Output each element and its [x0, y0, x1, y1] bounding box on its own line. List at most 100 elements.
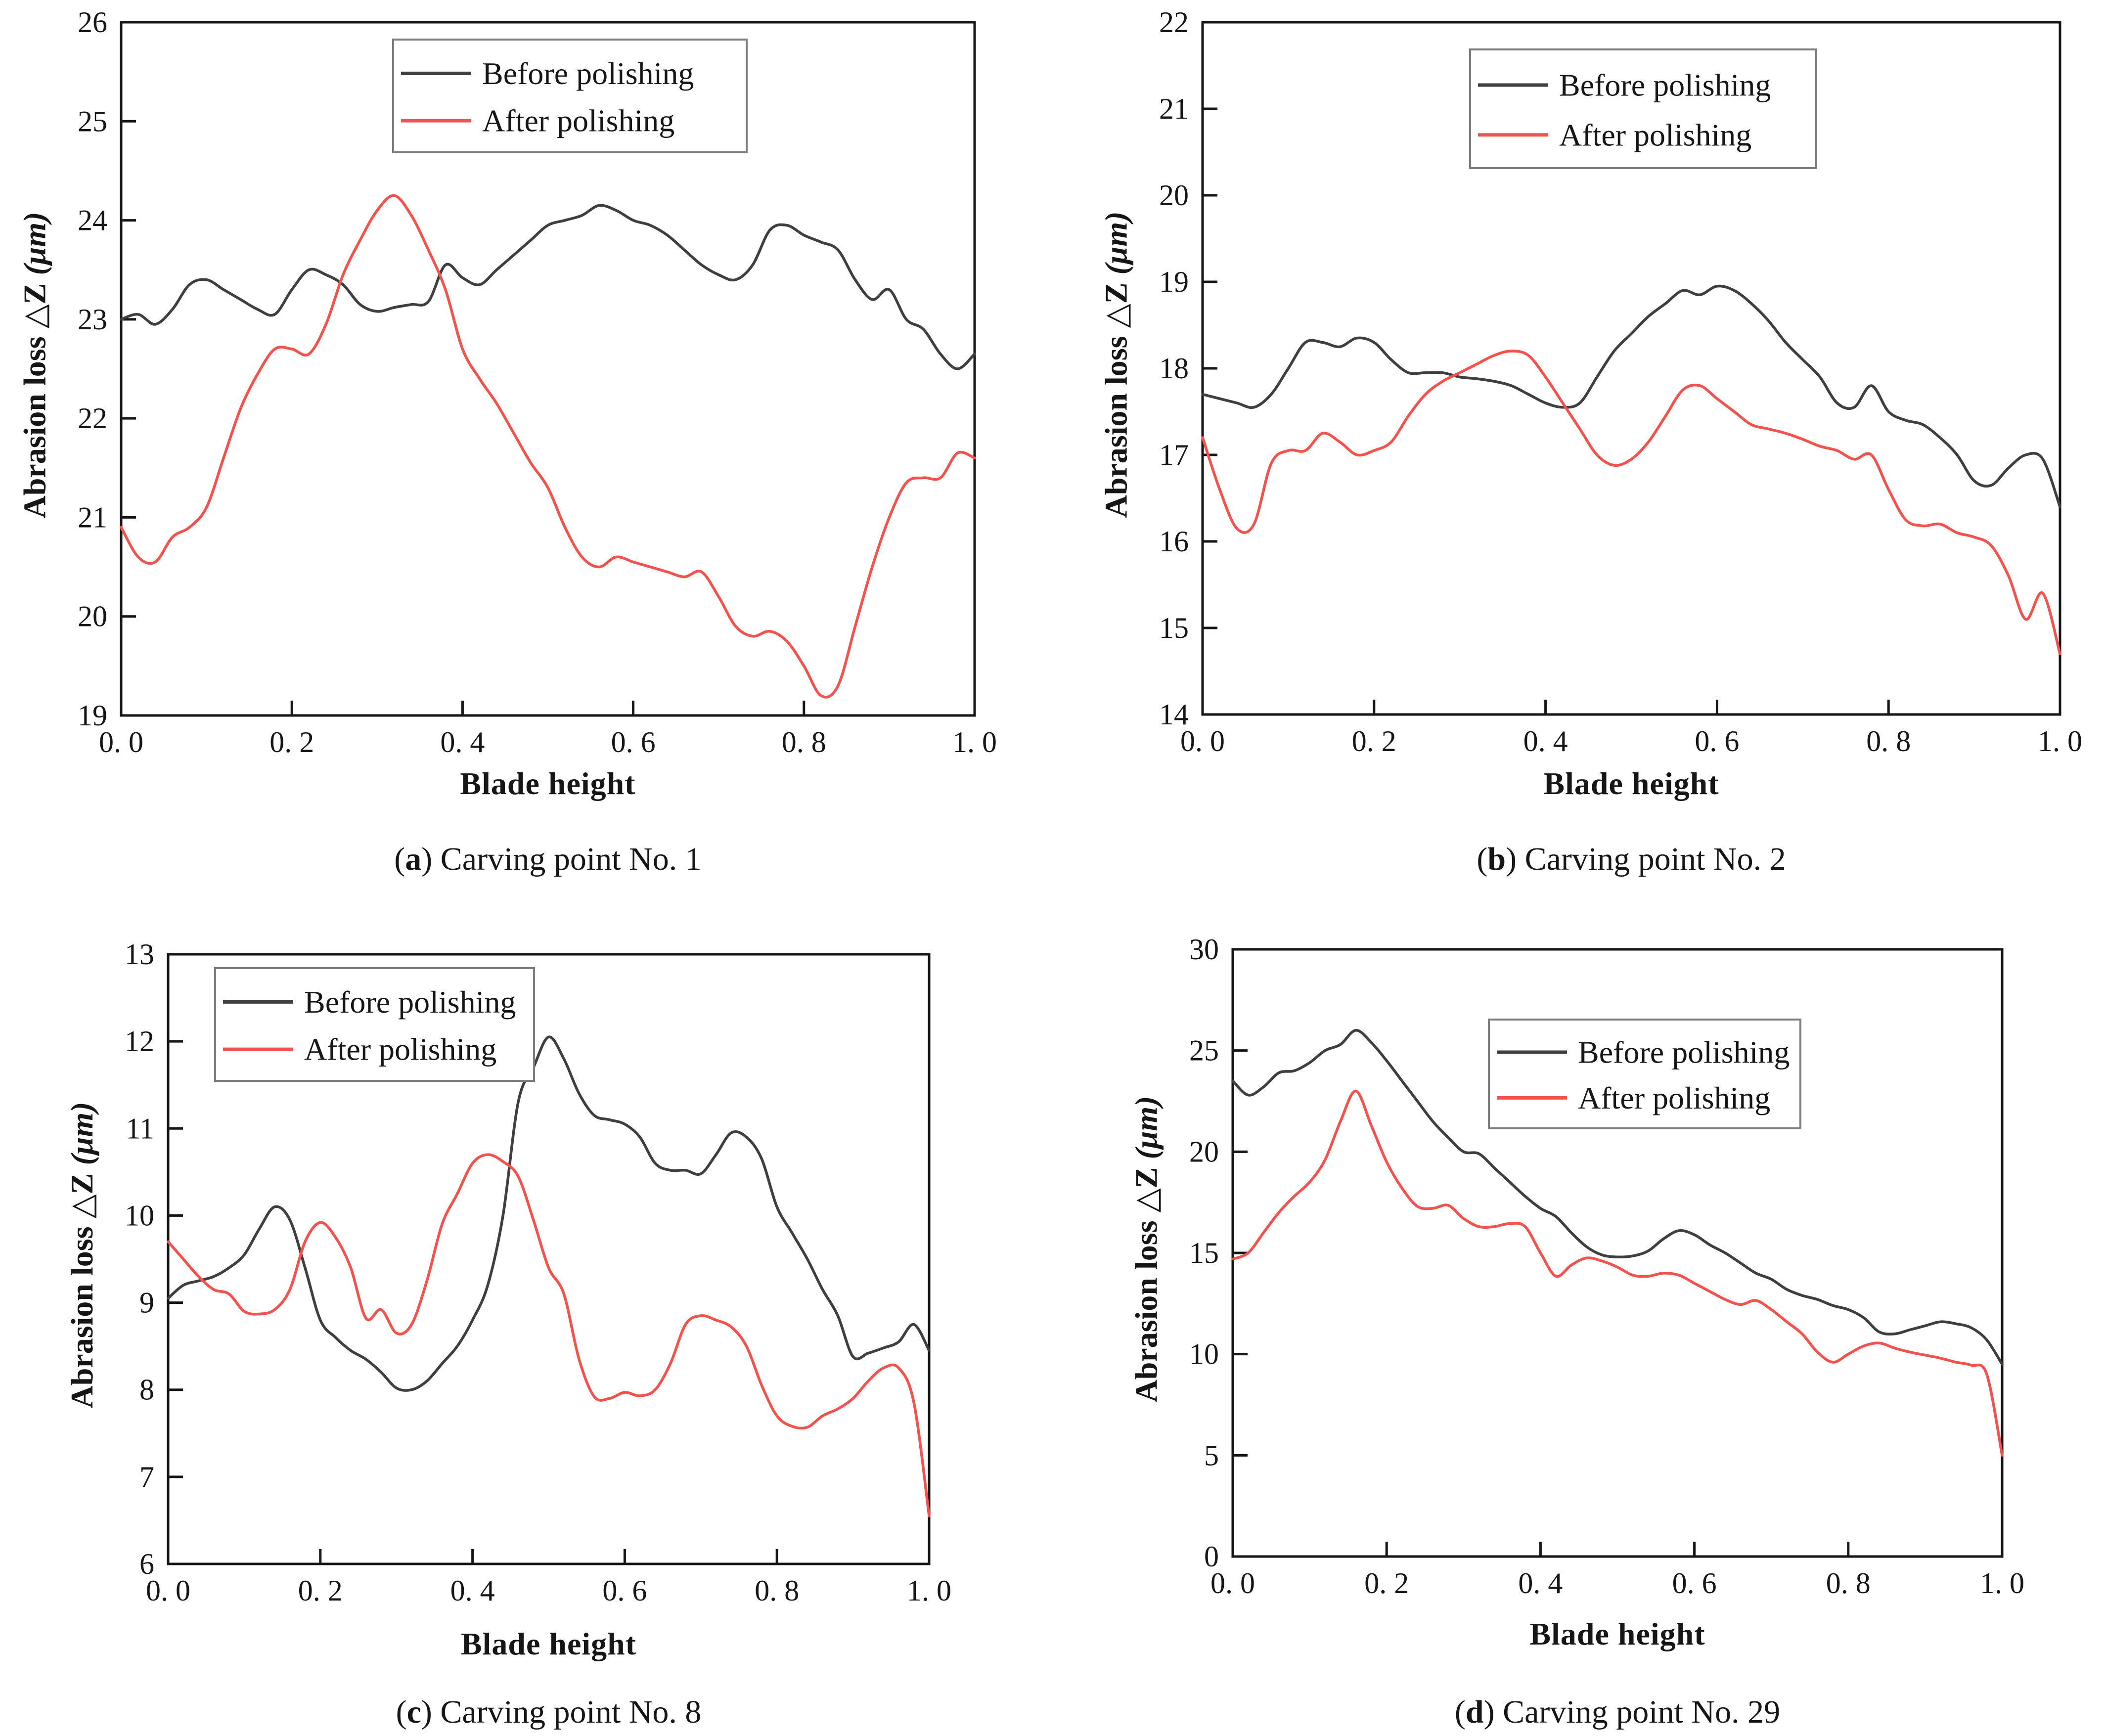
x-tick-label: 0. 8: [782, 726, 826, 758]
x-tick-label: 0. 2: [1352, 725, 1396, 757]
y-tick-label: 24: [78, 204, 107, 237]
caption-text: Carving point No. 2: [1524, 841, 1786, 877]
y-axis-label-text: Abrasion loss △Z: [17, 275, 52, 519]
y-tick-label: 21: [1159, 92, 1189, 125]
chart-b-canvas: 14 15 16 17 18 19 20 21 22 0. 0 0. 2 0. 4 0. 6 0. 8 1.…: [1159, 6, 2082, 757]
legend-box: [392, 39, 748, 153]
caption-letter: d: [1465, 1694, 1484, 1730]
y-axis-label-text: Abrasion loss △Z: [1128, 1159, 1164, 1403]
before-polishing-line: [167, 1035, 931, 1392]
y-tick-label: 7: [139, 1461, 154, 1493]
y-axis-label-text: Abrasion loss △Z: [64, 1165, 99, 1409]
x-tick-label: 0. 8: [1866, 725, 1911, 757]
y-tick-label: 23: [78, 303, 107, 336]
caption-text: Carving point No. 29: [1503, 1694, 1781, 1730]
y-tick-label: 26: [78, 6, 107, 39]
y-tick-label: 0: [1204, 1540, 1219, 1573]
x-tick-label: 0. 0: [99, 726, 143, 758]
caption-letter: a: [405, 841, 422, 877]
y-tick-label: 13: [125, 938, 154, 971]
chart-a-panel: 19 20 21 22 23 24 25 26 0. 0 0. 2 0. 4 0. 6 0. 8 1. 0…: [0, 0, 1052, 877]
y-tick-label: 5: [1204, 1439, 1219, 1471]
y-tick-label: 15: [1189, 1237, 1219, 1269]
caption-a: (a) Carving point No. 1: [121, 841, 975, 878]
x-tick-label: 0. 4: [1518, 1567, 1563, 1600]
x-tick-label: 0. 4: [450, 1574, 495, 1607]
legend-label: Before polishing: [304, 984, 516, 1020]
y-axis-label-unit: (μm): [64, 1102, 99, 1165]
chart-d-panel: 0 5 10 15 20 25 30 0. 0 0. 2 0. 4 0. 6 0. 8 1. 0 Befo…: [1053, 870, 2105, 1736]
legend-box: [1488, 1019, 1801, 1129]
x-axis-label: Blade height: [1543, 766, 1719, 801]
y-axis-label: Abrasion loss △Z (μm): [1128, 946, 1165, 1553]
legend-label: Before polishing: [1559, 68, 1771, 103]
caption-letter: c: [406, 1694, 421, 1730]
x-tick-label: 0. 6: [1672, 1567, 1717, 1600]
y-tick-label: 14: [1159, 698, 1189, 731]
before-polishing-line: [1231, 1028, 2004, 1366]
y-tick-label: 19: [78, 699, 107, 732]
y-axis-label-unit: (μm): [1128, 1096, 1164, 1159]
y-tick-label: 30: [1189, 933, 1219, 966]
x-tick-label: 0. 4: [440, 726, 485, 758]
chart-c-panel: 6 7 8 9 10 11 12 13 0. 0 0. 2 0. 4 0. 6 0. 8 1. 0 Befo…: [0, 870, 1052, 1736]
plot-border: [167, 953, 931, 1565]
chart-c-canvas: 6 7 8 9 10 11 12 13 0. 0 0. 2 0. 4 0. 6 0. 8 1. 0 Befo…: [125, 938, 951, 1607]
y-axis-label-unit: (μm): [17, 212, 52, 275]
after-polishing-line: [1231, 1089, 2004, 1457]
y-tick-label: 8: [139, 1374, 154, 1406]
y-tick-label: 10: [1189, 1338, 1219, 1371]
x-tick-label: 0. 6: [611, 726, 656, 758]
y-tick-label: 15: [1159, 612, 1189, 644]
caption-paren: (: [1477, 841, 1488, 877]
x-axis-label: Blade height: [1529, 1616, 1705, 1651]
x-tick-label: 1. 0: [1980, 1567, 2024, 1600]
caption-text: Carving point No. 1: [440, 841, 702, 877]
chart-a-canvas: 19 20 21 22 23 24 25 26 0. 0 0. 2 0. 4 0. 6 0. 8 1. 0…: [78, 6, 997, 758]
x-tick-label: 1. 0: [907, 1574, 951, 1607]
y-tick-label: 6: [139, 1548, 154, 1580]
y-axis-label: Abrasion loss △Z (μm): [63, 950, 100, 1560]
legend-label: After polishing: [1559, 117, 1751, 152]
x-tick-label: 0. 6: [1695, 725, 1739, 757]
caption-paren: ): [1483, 1694, 1503, 1730]
caption-c: (c) Carving point No. 8: [168, 1693, 929, 1731]
y-tick-label: 9: [139, 1287, 154, 1319]
y-tick-label: 16: [1159, 525, 1189, 558]
y-tick-label: 20: [78, 600, 107, 633]
caption-paren: ): [421, 1694, 441, 1730]
y-tick-label: 20: [1159, 179, 1189, 212]
x-axis-label: Blade height: [460, 766, 636, 801]
after-polishing-line: [1201, 350, 2061, 656]
legend-label: After polishing: [304, 1032, 496, 1067]
x-tick-label: 1. 0: [952, 726, 997, 758]
x-tick-label: 0. 2: [269, 726, 314, 758]
caption-paren: (: [1454, 1694, 1466, 1730]
y-tick-label: 20: [1189, 1135, 1219, 1168]
y-axis-label: Abrasion loss △Z (μm): [16, 19, 53, 712]
x-tick-label: 0. 0: [1210, 1567, 1255, 1600]
x-tick-label: 0. 8: [755, 1574, 799, 1607]
x-tick-label: 0. 2: [298, 1574, 343, 1607]
legend-box: [214, 967, 535, 1082]
y-tick-label: 21: [78, 501, 107, 534]
x-tick-label: 0. 2: [1364, 1567, 1409, 1600]
caption-d: (d) Carving point No. 29: [1233, 1693, 2002, 1731]
x-tick-label: 0. 6: [602, 1574, 647, 1607]
after-polishing-line: [120, 194, 976, 699]
legend-label: After polishing: [482, 103, 674, 138]
y-tick-label: 18: [1159, 352, 1189, 385]
before-polishing-line: [1201, 284, 2061, 508]
y-axis-label-unit: (μm): [1098, 211, 1134, 275]
caption-paren: (: [396, 1694, 407, 1730]
y-tick-label: 25: [1189, 1034, 1219, 1067]
y-tick-label: 11: [126, 1112, 154, 1145]
before-polishing-line: [120, 204, 976, 370]
legend-label: After polishing: [1578, 1080, 1770, 1115]
x-tick-label: 0. 0: [146, 1574, 190, 1607]
y-tick-label: 19: [1159, 266, 1189, 298]
after-polishing-line: [167, 1153, 931, 1517]
plot-border: [120, 21, 976, 717]
caption-paren: ): [421, 841, 441, 877]
